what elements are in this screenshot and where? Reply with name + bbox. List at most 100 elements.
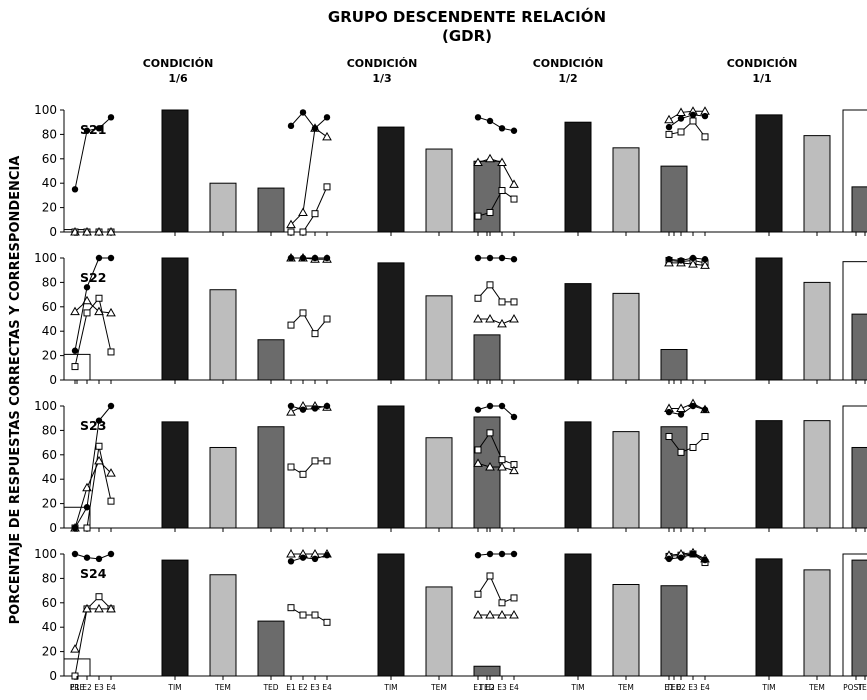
- circle-series-line: [290, 405, 328, 411]
- circle-point: [677, 115, 685, 122]
- triangle-point: [485, 153, 495, 163]
- square-point: [689, 443, 697, 451]
- condition-1-value: 1/6: [168, 72, 188, 85]
- circle-point: [83, 284, 91, 291]
- x-label-e3: E3: [497, 683, 507, 692]
- circle-point: [311, 254, 319, 262]
- circle-point: [510, 127, 518, 134]
- circle-point: [287, 122, 295, 130]
- square-series-line: [291, 186, 328, 233]
- triangle-series-line: [669, 403, 706, 411]
- square-series-line: [668, 553, 706, 563]
- square-point: [689, 117, 697, 125]
- bar-tim: [564, 283, 592, 381]
- circle-point: [665, 408, 673, 416]
- bar-tim: [377, 405, 405, 529]
- triangle-point: [286, 219, 296, 229]
- bar-tem: [425, 295, 453, 381]
- triangle-point: [298, 207, 308, 216]
- circle-series-line: [290, 554, 328, 562]
- square-point: [486, 572, 494, 580]
- bar-tim: [161, 257, 189, 381]
- triangle-series-line: [290, 127, 328, 226]
- square-point: [510, 195, 518, 203]
- circle-series-line: [668, 405, 706, 416]
- plot-area: 020406080100S21020406080100S220204060801…: [34, 103, 867, 692]
- circle-point: [498, 254, 506, 262]
- square-point: [498, 599, 506, 607]
- y-tick-label: 60: [42, 152, 57, 166]
- triangle-point: [497, 609, 507, 619]
- square-point: [510, 594, 518, 602]
- bar-tem: [209, 446, 237, 529]
- bar-tim: [377, 126, 405, 233]
- bar-ted: [257, 426, 285, 529]
- condition-4-value: 1/1: [752, 72, 771, 85]
- square-point: [486, 429, 494, 437]
- circle-point: [323, 402, 331, 410]
- bar-ted: [660, 585, 688, 677]
- circle-point: [107, 550, 115, 558]
- triangle-point: [94, 226, 104, 236]
- square-series-line: [477, 189, 515, 217]
- y-tick-label: 40: [42, 176, 57, 190]
- square-point: [677, 448, 685, 456]
- circle-point: [107, 254, 115, 262]
- circle-point: [701, 112, 709, 120]
- circle-point: [107, 114, 115, 121]
- condition-2-label: CONDICIÓN: [347, 57, 418, 70]
- x-label-tem: TEM: [430, 683, 447, 692]
- circle-point: [498, 125, 506, 132]
- triangle-point: [286, 548, 296, 558]
- bar-tem: [612, 431, 640, 529]
- square-point: [498, 456, 506, 464]
- triangle-series-line: [668, 552, 706, 560]
- bar-tim: [377, 262, 405, 381]
- bar-tem: [612, 292, 640, 381]
- square-series-line: [290, 607, 328, 623]
- circle-point: [665, 256, 673, 263]
- triangle-series-line: [74, 608, 111, 650]
- square-point: [311, 611, 319, 619]
- x-label-e1: E1: [286, 683, 296, 692]
- circle-point: [95, 254, 103, 262]
- square-point: [474, 446, 482, 454]
- bar-ted: [851, 559, 867, 677]
- circle-point: [701, 556, 709, 564]
- circle-point: [486, 402, 494, 410]
- y-tick-label: 80: [42, 571, 57, 585]
- square-point: [299, 228, 307, 236]
- bar-ted: [473, 665, 501, 677]
- square-series-line: [668, 259, 706, 264]
- square-point: [510, 298, 518, 306]
- x-label-ted: TED: [478, 683, 494, 692]
- circle-series-line: [668, 114, 706, 128]
- y-tick-label: 100: [34, 399, 57, 413]
- triangle-point: [509, 313, 519, 323]
- circle-point: [323, 254, 331, 262]
- square-point: [107, 497, 115, 505]
- triangle-point: [106, 226, 116, 236]
- bar-ted: [257, 339, 285, 381]
- circle-series-line: [478, 257, 515, 260]
- bar-ted: [851, 446, 867, 529]
- circle-point: [95, 417, 103, 424]
- x-label-tem: TEM: [214, 683, 231, 692]
- y-tick-label: 0: [49, 373, 57, 387]
- condition-3-value: 1/2: [558, 72, 577, 85]
- y-tick-label: 60: [42, 596, 57, 610]
- square-point: [474, 590, 482, 598]
- bar-tem: [803, 135, 831, 233]
- bar-ted: [257, 620, 285, 677]
- x-label-post: POST: [843, 683, 863, 692]
- y-tick-label: 60: [42, 300, 57, 314]
- triangle-series-line: [669, 262, 706, 266]
- square-series-line: [74, 595, 112, 677]
- square-series-line: [290, 460, 327, 475]
- square-point: [311, 210, 319, 218]
- y-tick-label: 100: [34, 547, 57, 561]
- x-label-e1: E1: [664, 683, 674, 692]
- square-point: [486, 281, 494, 289]
- bar-tem: [425, 148, 453, 233]
- circle-point: [689, 254, 697, 262]
